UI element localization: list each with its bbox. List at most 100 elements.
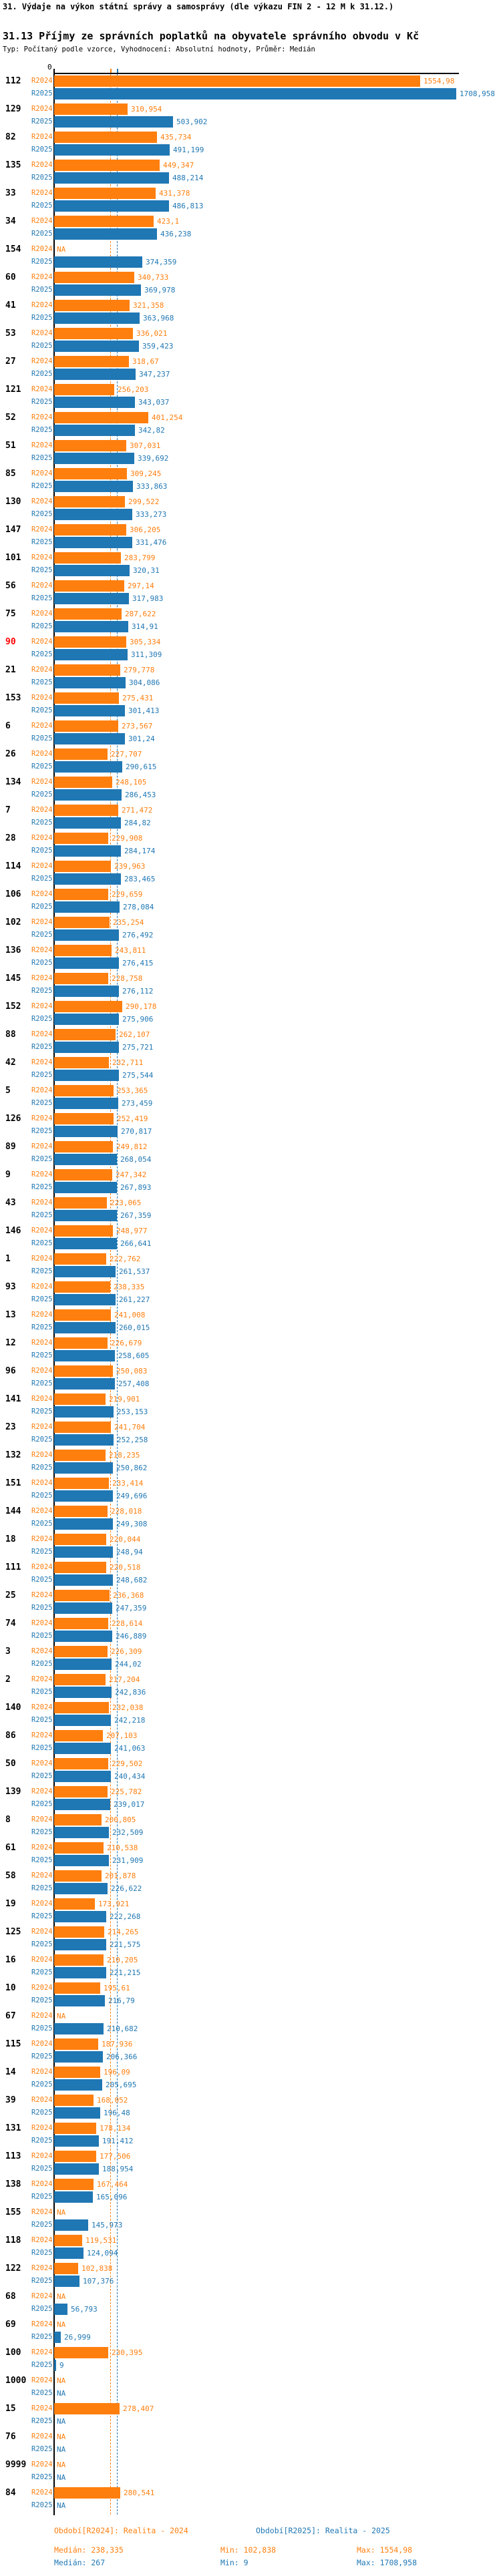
- row-id-label: 52: [5, 413, 16, 423]
- bar-r2024: [54, 861, 111, 872]
- bar-r2025: [54, 425, 135, 436]
- bar-r2025: [54, 1378, 115, 1389]
- series-label-r2024: R2024: [31, 946, 53, 954]
- bar-value-label: 228,758: [112, 974, 143, 983]
- bar-value-label: 210,205: [107, 1956, 138, 1964]
- series-label-r2025: R2025: [31, 1127, 53, 1135]
- bar-r2024: [54, 1422, 111, 1433]
- bar-value-label: 283,465: [124, 875, 156, 883]
- bar-value-label: 210,682: [107, 2024, 138, 2033]
- series-label-r2025: R2025: [31, 1604, 53, 1612]
- bar-value-label: 188,954: [102, 2165, 134, 2173]
- bar-r2025: [54, 1631, 112, 1642]
- row-id-label: 111: [5, 1562, 21, 1572]
- bar-value-label: 232,509: [112, 1828, 144, 1837]
- bar-r2024: [54, 1898, 95, 1910]
- bar-value-label: 9: [59, 2361, 64, 2370]
- series-label-r2024: R2024: [31, 1255, 53, 1263]
- row-id-label: 144: [5, 1506, 21, 1516]
- series-label-r2025: R2025: [31, 1464, 53, 1472]
- series-label-r2024: R2024: [31, 778, 53, 786]
- row-id-label: 41: [5, 300, 16, 310]
- bar-r2024: [54, 1870, 102, 1882]
- bar-value-label: 257,408: [118, 1379, 150, 1388]
- bar-value-label: 249,696: [116, 1492, 148, 1500]
- series-label-r2025: R2025: [31, 454, 53, 462]
- row-id-label: 75: [5, 609, 16, 619]
- series-label-r2025: R2025: [31, 1632, 53, 1640]
- series-label-r2024: R2024: [31, 469, 53, 477]
- bar-value-label: 242,836: [115, 1688, 146, 1697]
- series-label-r2024: R2024: [31, 2264, 53, 2272]
- row-id-label: 93: [5, 1282, 16, 1292]
- bar-r2025: [54, 341, 139, 352]
- series-label-r2025: R2025: [31, 1408, 53, 1416]
- bar-value-label: 240,434: [114, 1772, 146, 1781]
- bar-value-label: 267,359: [120, 1211, 152, 1220]
- row-id-label: 34: [5, 216, 16, 226]
- bar-value-label: 262,107: [119, 1030, 150, 1039]
- bar-value-label: 369,978: [144, 286, 176, 294]
- series-label-r2024: R2024: [31, 413, 53, 421]
- series-label-r2024: R2024: [31, 2236, 53, 2244]
- bar-value-label: 273,459: [122, 1099, 153, 1108]
- series-label-r2025: R2025: [31, 2417, 53, 2425]
- bar-value-label: 222,762: [110, 1255, 141, 1263]
- bar-r2025: [54, 2079, 102, 2091]
- bar-value-label: 124,094: [87, 2249, 118, 2258]
- bar-value-label: 342,82: [138, 426, 165, 435]
- series-label-r2024: R2024: [31, 217, 53, 225]
- bar-value-label: 299,522: [128, 497, 160, 506]
- report-title: 31. Výdaje na výkon státní správy a samo…: [3, 2, 394, 11]
- bar-value-label: 219,901: [109, 1395, 140, 1404]
- bar-r2025: [54, 1462, 113, 1474]
- bar-r2024: [54, 496, 125, 507]
- series-label-r2025: R2025: [31, 1520, 53, 1528]
- row-id-label: 112: [5, 76, 21, 86]
- series-label-r2024: R2024: [31, 722, 53, 730]
- bar-value-label: 232,711: [112, 1058, 144, 1067]
- bar-value-label: 165,096: [96, 2193, 128, 2201]
- bar-r2024: [54, 1365, 113, 1377]
- bar-value-label: 241,063: [114, 1744, 146, 1753]
- series-label-r2024: R2024: [31, 750, 53, 758]
- bar-r2025: [54, 200, 169, 212]
- series-label-r2024: R2024: [31, 918, 53, 926]
- row-id-label: 2: [5, 1675, 11, 1685]
- series-label-r2024: R2024: [31, 2180, 53, 2188]
- bar-value-label: 173,921: [98, 1900, 130, 1908]
- series-label-r2024: R2024: [31, 385, 53, 393]
- bar-value-label: 301,24: [128, 734, 155, 743]
- row-id-label: 23: [5, 1422, 16, 1432]
- series-label-r2024: R2024: [31, 638, 53, 646]
- series-label-r2024: R2024: [31, 245, 53, 253]
- bar-r2024: [54, 1141, 113, 1152]
- bar-r2025: [54, 901, 120, 913]
- series-label-r2024: R2024: [31, 273, 53, 281]
- row-id-label: 101: [5, 553, 21, 563]
- series-label-r2024: R2024: [31, 2432, 53, 2440]
- row-id-label: 61: [5, 1843, 16, 1853]
- bar-value-label: 201,878: [105, 1872, 136, 1880]
- series-label-r2024: R2024: [31, 1928, 53, 1936]
- bar-r2024: [54, 1393, 106, 1405]
- series-label-r2025: R2025: [31, 510, 53, 518]
- bar-value-label: 275,906: [122, 1015, 154, 1024]
- series-label-r2025: R2025: [31, 678, 53, 686]
- bar-value-label: NA: [57, 245, 66, 254]
- series-label-r2025: R2025: [31, 398, 53, 406]
- bar-value-label: 284,82: [124, 819, 151, 827]
- bar-r2024: [54, 1674, 106, 1685]
- bar-value-label: 26,999: [64, 2333, 91, 2342]
- row-id-label: 8: [5, 1815, 11, 1825]
- bar-value-label: 436,238: [160, 230, 192, 238]
- bar-r2025: [54, 1182, 117, 1193]
- row-id-label: 9: [5, 1170, 11, 1180]
- series-label-r2025: R2025: [31, 89, 53, 97]
- series-label-r2025: R2025: [31, 2389, 53, 2397]
- bar-r2024: [54, 1309, 111, 1321]
- bar-r2024: [54, 2235, 82, 2246]
- bar-value-label: 290,178: [126, 1002, 157, 1011]
- series-label-r2025: R2025: [31, 1071, 53, 1079]
- series-label-r2024: R2024: [31, 1675, 53, 1683]
